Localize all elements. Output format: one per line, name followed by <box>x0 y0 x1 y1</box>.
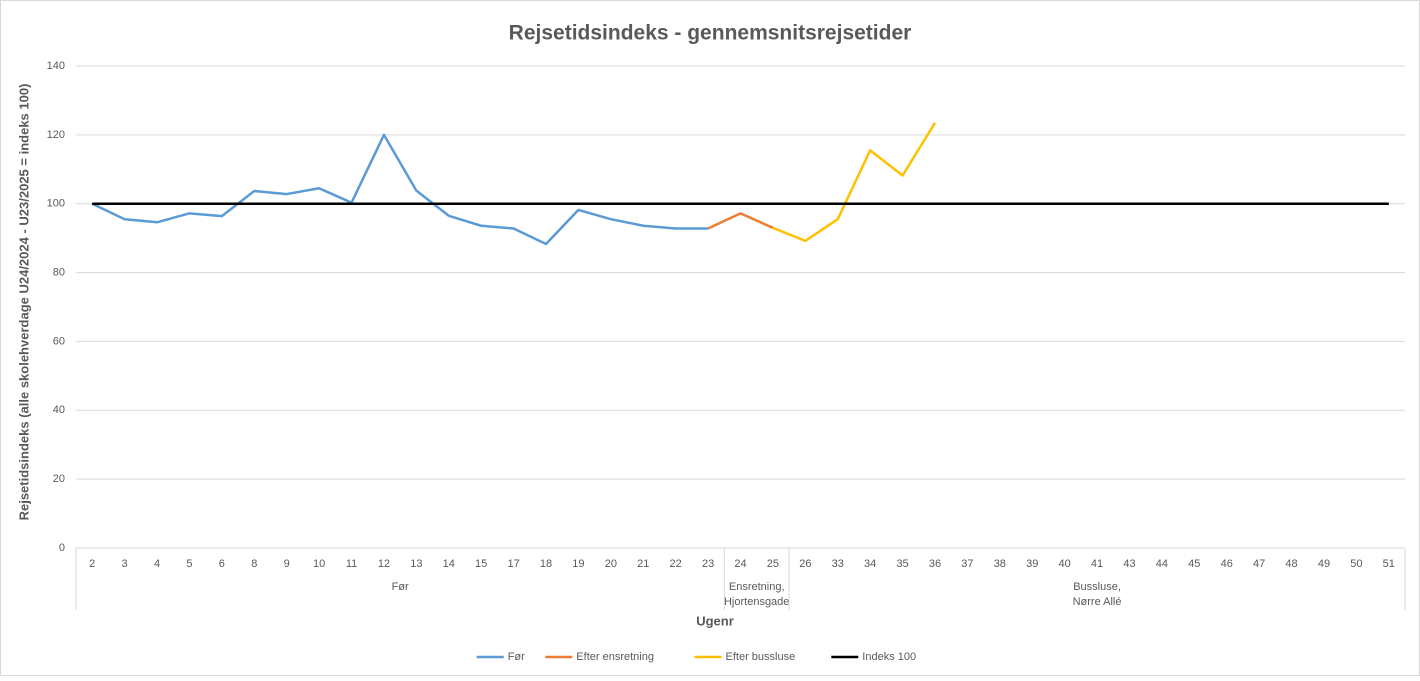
y-tick-label: 20 <box>53 473 65 485</box>
x-tick-label: 47 <box>1253 558 1265 570</box>
x-tick-label: 14 <box>443 558 455 570</box>
x-tick-label: 37 <box>961 558 973 570</box>
x-tick-label: 22 <box>670 558 682 570</box>
y-tick-label: 0 <box>59 542 65 554</box>
x-tick-label: 48 <box>1285 558 1297 570</box>
legend-label: Efter ensretning <box>576 651 654 663</box>
x-tick-label: 50 <box>1350 558 1362 570</box>
x-axis-label: Ugenr <box>696 613 734 628</box>
group-label: Hjortensgade <box>724 596 789 608</box>
group-label: Bussluse, <box>1073 581 1121 593</box>
x-tick-label: 26 <box>799 558 811 570</box>
x-tick-label: 21 <box>637 558 649 570</box>
x-tick-label: 34 <box>864 558 876 570</box>
x-tick-label: 45 <box>1188 558 1200 570</box>
x-tick-label: 41 <box>1091 558 1103 570</box>
x-tick-label: 40 <box>1059 558 1071 570</box>
series-line <box>91 133 709 246</box>
x-tick-label: 49 <box>1318 558 1330 570</box>
x-tick-label: 24 <box>734 558 746 570</box>
x-tick-label: 23 <box>702 558 714 570</box>
x-tick-label: 8 <box>251 558 257 570</box>
x-tick-label: 39 <box>1026 558 1038 570</box>
x-tick-label: 18 <box>540 558 552 570</box>
series-line <box>772 122 937 243</box>
y-axis-label: Rejsetidsindeks (alle skolehverdage U24/… <box>16 84 31 521</box>
y-tick-label: 40 <box>53 404 65 416</box>
y-tick-label: 80 <box>53 266 65 278</box>
x-tick-label: 51 <box>1383 558 1395 570</box>
x-tick-label: 5 <box>186 558 192 570</box>
x-tick-label: 33 <box>832 558 844 570</box>
legend-label: Efter bussluse <box>726 651 796 663</box>
legend-label: Indeks 100 <box>862 651 916 663</box>
x-tick-label: 10 <box>313 558 325 570</box>
y-tick-label: 120 <box>47 129 65 141</box>
x-tick-label: 19 <box>572 558 584 570</box>
group-label: Nørre Allé <box>1073 596 1122 608</box>
x-tick-label: 38 <box>994 558 1006 570</box>
x-tick-label: 13 <box>410 558 422 570</box>
x-tick-label: 35 <box>896 558 908 570</box>
x-tick-label: 46 <box>1221 558 1233 570</box>
x-tick-label: 36 <box>929 558 941 570</box>
x-tick-label: 6 <box>219 558 225 570</box>
group-label: Før <box>392 581 409 593</box>
x-tick-label: 15 <box>475 558 487 570</box>
y-tick-label: 140 <box>47 60 65 72</box>
x-tick-label: 9 <box>284 558 290 570</box>
x-tick-label: 20 <box>605 558 617 570</box>
x-tick-label: 12 <box>378 558 390 570</box>
x-tick-label: 2 <box>89 558 95 570</box>
chart-title: Rejsetidsindeks - gennemsnitsrejsetider <box>509 22 912 45</box>
x-tick-label: 44 <box>1156 558 1168 570</box>
x-tick-label: 3 <box>122 558 128 570</box>
x-tick-label: 4 <box>154 558 160 570</box>
y-tick-label: 60 <box>53 335 65 347</box>
y-tick-label: 100 <box>47 198 65 210</box>
legend-label: Før <box>508 651 525 663</box>
group-label: Ensretning, <box>729 581 785 593</box>
x-tick-label: 17 <box>507 558 519 570</box>
x-tick-label: 25 <box>767 558 779 570</box>
series-line <box>707 212 774 230</box>
x-tick-label: 43 <box>1123 558 1135 570</box>
x-tick-label: 11 <box>346 558 357 570</box>
